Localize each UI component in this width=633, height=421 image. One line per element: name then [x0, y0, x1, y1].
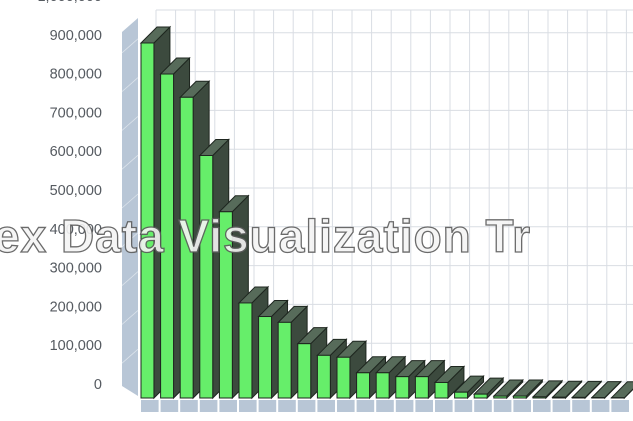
- bar-front: [336, 356, 351, 399]
- y-tick-label: 200,000: [50, 299, 102, 315]
- y-tick-label: 500,000: [50, 183, 102, 199]
- y-tick-label: 900,000: [50, 28, 102, 44]
- bar-front: [277, 321, 292, 399]
- left-wall-step: [121, 116, 139, 131]
- floor-segment: [141, 400, 159, 412]
- bar-front: [454, 391, 469, 399]
- left-wall-step: [121, 154, 139, 170]
- bar: [453, 374, 485, 400]
- bar-front: [395, 376, 410, 399]
- y-tick-label: 800,000: [50, 67, 102, 83]
- left-wall-step: [121, 77, 139, 92]
- bar: [472, 376, 505, 400]
- bar: [590, 380, 622, 400]
- bar: [551, 380, 583, 400]
- y-tick-label: 700,000: [50, 105, 102, 121]
- y-tick-label: 600,000: [50, 144, 102, 160]
- bar-front: [297, 343, 312, 399]
- floor-segment: [611, 400, 629, 412]
- bar-front: [434, 381, 449, 399]
- y-tick-label: 100,000: [50, 338, 102, 354]
- bar-front: [316, 354, 331, 399]
- bar-front: [473, 393, 488, 399]
- floor-segment: [415, 400, 433, 412]
- bar-front: [375, 372, 390, 399]
- bar-front: [512, 395, 527, 399]
- bar: [570, 380, 603, 400]
- left-wall-step: [121, 38, 139, 54]
- floor-segment: [395, 400, 414, 412]
- bar-front: [414, 376, 429, 399]
- bar-front: [552, 396, 567, 399]
- y-tick-label: 400,000: [50, 222, 102, 238]
- bar-front: [179, 96, 194, 399]
- floor-segment: [513, 400, 531, 412]
- left-wall-step: [121, 271, 139, 286]
- left-wall-step: [121, 310, 139, 325]
- floor-segment: [297, 400, 316, 412]
- floor-segment: [533, 400, 551, 412]
- bar-front: [493, 395, 508, 399]
- floor-segment: [356, 400, 375, 412]
- bar-front: [356, 372, 371, 399]
- y-tick-label: 0: [94, 377, 102, 393]
- bar-front: [218, 211, 233, 399]
- floor-segment: [219, 400, 237, 412]
- floor-segment: [493, 400, 512, 412]
- bar-front: [532, 396, 547, 399]
- floor-segment: [572, 400, 590, 412]
- bar-series: [139, 25, 633, 400]
- bar: [512, 378, 544, 400]
- bar-front: [238, 302, 253, 399]
- bar: [492, 378, 524, 400]
- bar-front: [571, 396, 586, 399]
- floor-segment: [199, 400, 218, 412]
- floor-segment: [317, 400, 335, 412]
- left-wall-band: [121, 18, 139, 396]
- floor-segment: [337, 400, 355, 412]
- floor-segment: [552, 400, 571, 412]
- floor-segment: [180, 400, 198, 412]
- watermark-text: ex Data Visualization Tr: [0, 210, 531, 262]
- left-wall-step: [121, 193, 139, 209]
- floor-segment: [435, 400, 453, 412]
- floor-segment: [278, 400, 296, 412]
- floor-segment: [376, 400, 394, 412]
- left-wall-step: [121, 232, 139, 248]
- floor-band: [141, 400, 629, 412]
- bar-front: [199, 155, 214, 399]
- floor-segment: [258, 400, 277, 412]
- floor-segment: [454, 400, 473, 412]
- floor-segment: [160, 400, 179, 412]
- left-wall-step: [121, 348, 139, 364]
- bar-front: [140, 42, 155, 399]
- bar: [610, 381, 633, 400]
- y-tick-label: 1,000,000: [37, 0, 102, 5]
- bar-front: [258, 316, 273, 399]
- left-wall: [122, 18, 138, 396]
- bar-front: [160, 73, 175, 399]
- floor-segment: [239, 400, 257, 412]
- y-axis-tick-labels: 0 100,000 200,000 300,000 400,000 500,000 600,…: [37, 0, 102, 393]
- floor-segment: [474, 400, 492, 412]
- bar: [433, 365, 466, 400]
- floor-segment: [591, 400, 610, 412]
- bar: [531, 379, 564, 400]
- y-tick-label: 300,000: [50, 261, 102, 277]
